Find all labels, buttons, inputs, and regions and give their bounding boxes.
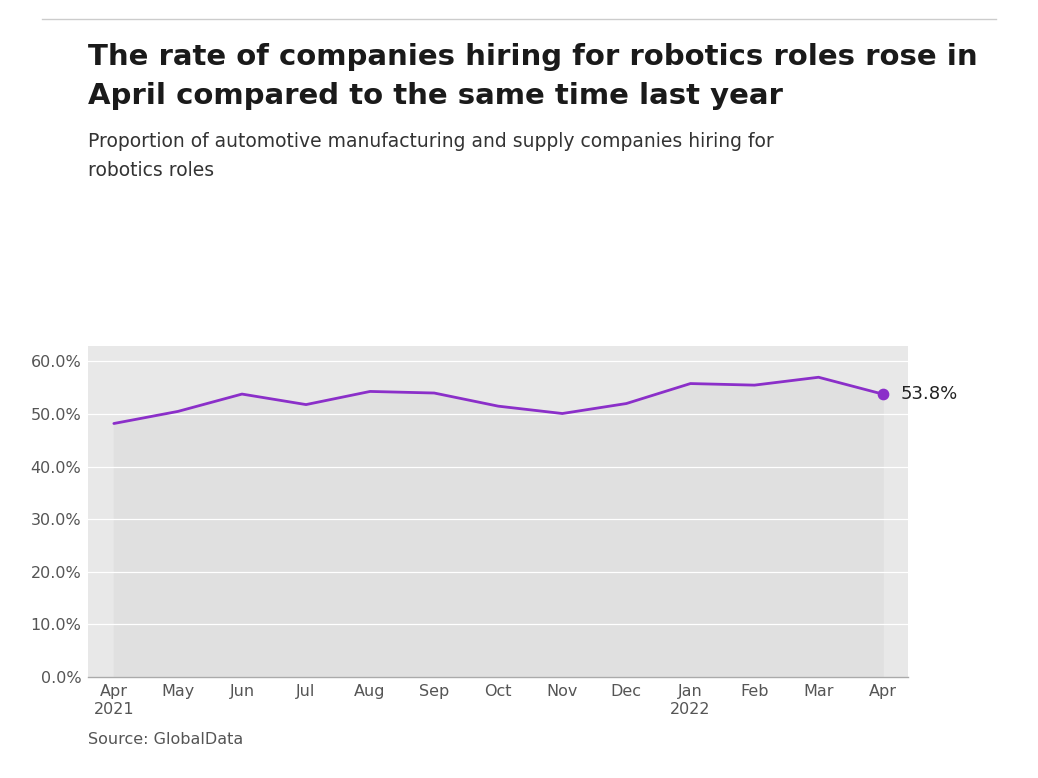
Text: Proportion of automotive manufacturing and supply companies hiring for: Proportion of automotive manufacturing a…: [88, 132, 774, 151]
Text: April compared to the same time last year: April compared to the same time last yea…: [88, 82, 783, 110]
Text: The rate of companies hiring for robotics roles rose in: The rate of companies hiring for robotic…: [88, 43, 978, 71]
Point: [874, 388, 891, 401]
Text: Source: GlobalData: Source: GlobalData: [88, 732, 244, 747]
Text: robotics roles: robotics roles: [88, 161, 215, 180]
Text: 53.8%: 53.8%: [901, 385, 958, 403]
